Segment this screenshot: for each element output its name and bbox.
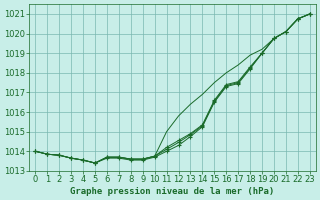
X-axis label: Graphe pression niveau de la mer (hPa): Graphe pression niveau de la mer (hPa): [70, 187, 275, 196]
